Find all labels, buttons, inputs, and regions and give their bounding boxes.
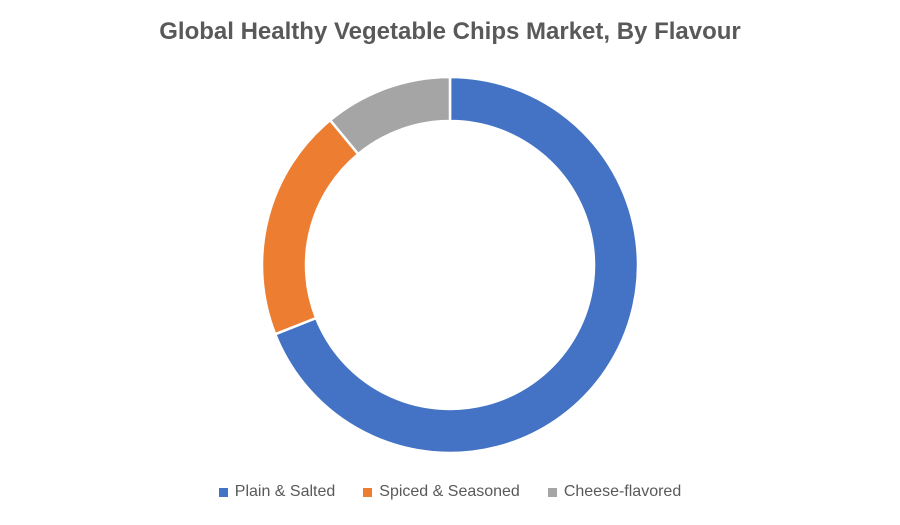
donut-slice-plain-salted — [273, 75, 640, 455]
donut-slice-cheese-flavored — [328, 75, 452, 156]
legend-swatch — [363, 487, 373, 497]
legend-label: Cheese-flavored — [563, 483, 682, 500]
legend-label: Plain & Salted — [234, 483, 336, 500]
donut-slice-spiced-seasoned — [260, 118, 360, 336]
chart-title: Global Healthy Vegetable Chips Market, B… — [159, 18, 741, 45]
legend-item: Cheese-flavored — [547, 483, 682, 501]
legend-item: Spiced & Seasoned — [363, 483, 520, 501]
legend-label: Spiced & Seasoned — [379, 483, 520, 500]
legend-swatch — [218, 487, 228, 497]
legend-item: Plain & Salted — [218, 483, 336, 501]
legend-swatch — [547, 487, 557, 497]
chart-legend: Plain & Salted Spiced & Seasoned Cheese-fl… — [0, 483, 900, 501]
